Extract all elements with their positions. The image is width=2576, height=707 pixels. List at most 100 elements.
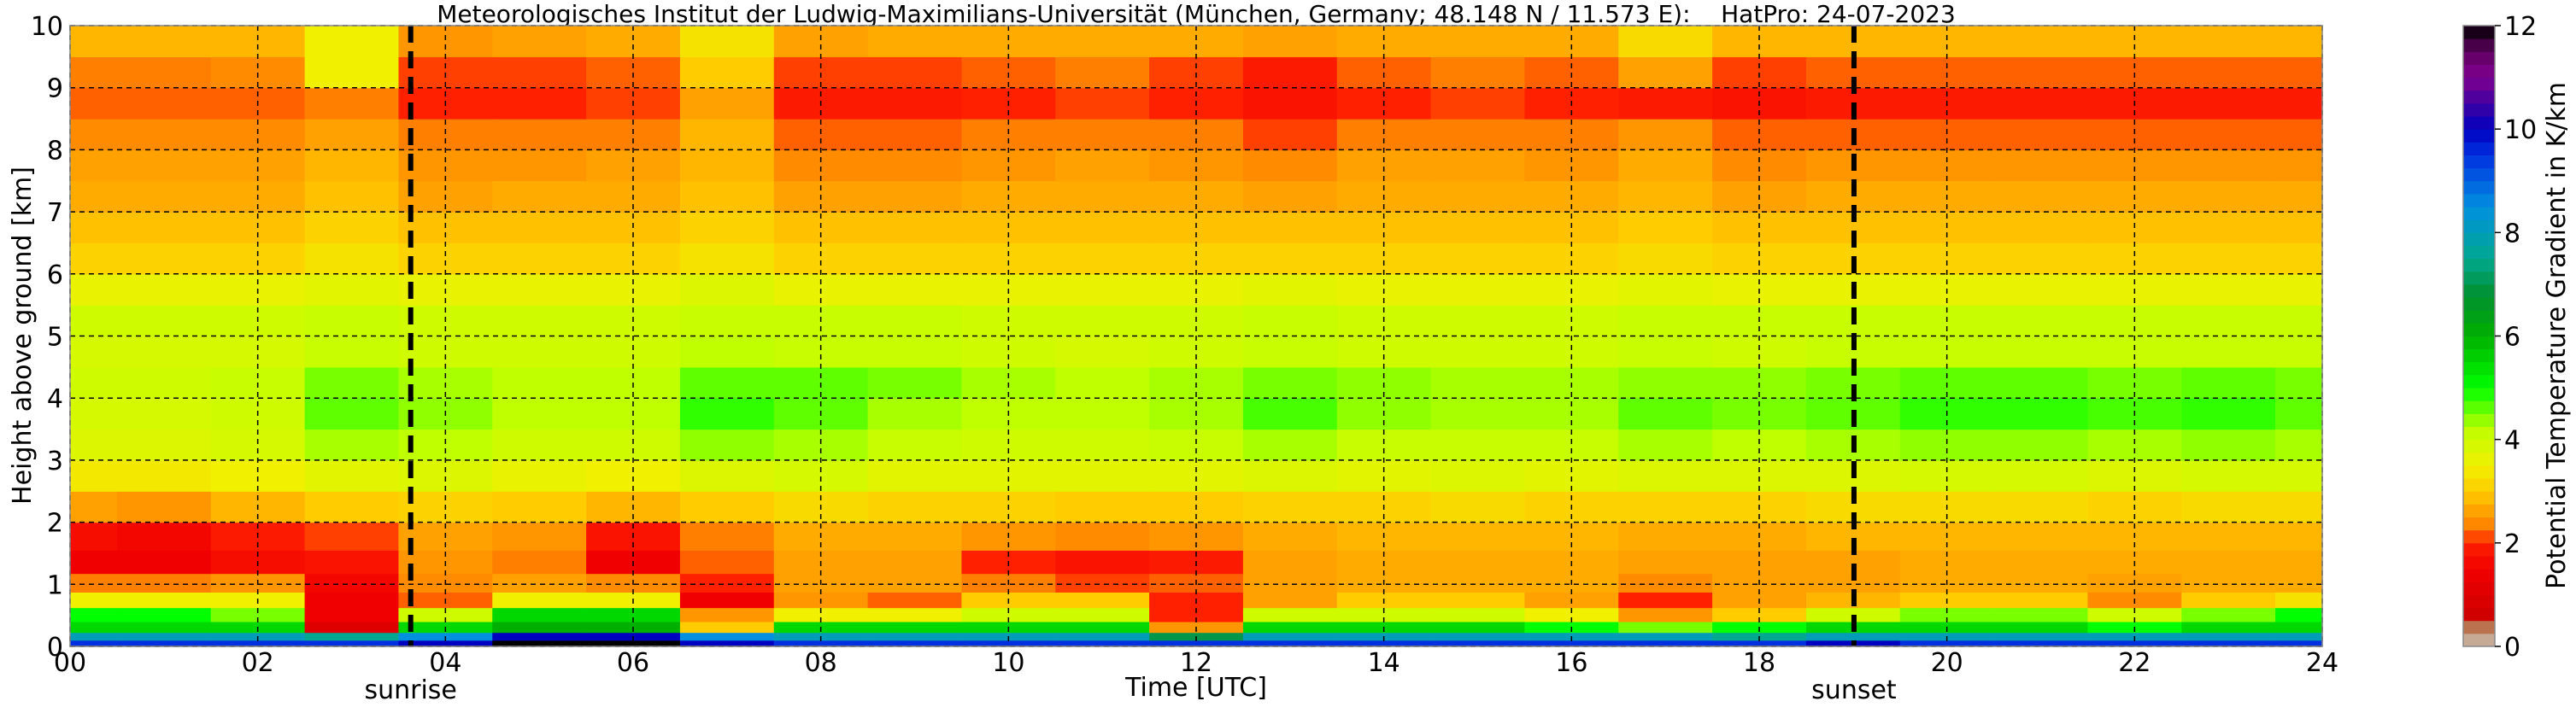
heatmap-cell <box>1336 26 1432 57</box>
heatmap-cell <box>2181 242 2276 275</box>
heatmap-cell <box>1430 366 1526 399</box>
heatmap-cell <box>586 336 681 368</box>
heatmap-cell <box>679 56 775 89</box>
heatmap-cell <box>70 632 118 641</box>
heatmap-cell <box>1618 366 1713 399</box>
heatmap-cell <box>2181 336 2276 368</box>
heatmap-cell <box>1993 640 2089 647</box>
heatmap-cell <box>492 273 587 306</box>
heatmap-cell <box>1055 550 1150 575</box>
heatmap-cell <box>1242 242 1338 275</box>
heatmap-cell <box>2275 459 2323 492</box>
heatmap-cell <box>1055 366 1150 399</box>
colorbar-swatch <box>2463 219 2495 233</box>
colorbar-swatch <box>2463 478 2495 492</box>
heatmap <box>70 26 2323 647</box>
heatmap-cell <box>210 640 306 647</box>
heatmap-cell <box>2181 621 2276 634</box>
heatmap-cell <box>2275 621 2323 634</box>
heatmap-cell <box>70 621 118 634</box>
heatmap-cell <box>1149 607 1244 622</box>
heatmap-cell <box>679 640 775 647</box>
heatmap-cell <box>1993 149 2089 182</box>
heatmap-cell <box>1993 87 2089 120</box>
heatmap-cell <box>492 573 587 593</box>
heatmap-cell <box>210 26 306 57</box>
heatmap-cell <box>2275 550 2323 575</box>
heatmap-cell <box>1430 573 1526 593</box>
heatmap-cell <box>961 336 1056 368</box>
heatmap-cell <box>1993 550 2089 575</box>
heatmap-cell <box>867 336 963 368</box>
heatmap-cell <box>867 491 963 523</box>
heatmap-cell <box>1618 429 1713 461</box>
heatmap-cell <box>1242 632 1338 641</box>
heatmap-cell <box>1993 273 2089 306</box>
heatmap-cell <box>2275 336 2323 368</box>
heatmap-cell <box>1055 592 1150 609</box>
heatmap-cell <box>1242 573 1338 593</box>
heatmap-cell <box>1430 550 1526 575</box>
heatmap-cell <box>867 273 963 306</box>
heatmap-cell <box>116 26 212 57</box>
heatmap-cell <box>2275 429 2323 461</box>
heatmap-cell <box>1993 522 2089 551</box>
colorbar-swatch <box>2463 517 2495 531</box>
heatmap-cell <box>1618 56 1713 89</box>
heatmap-cell <box>1149 26 1244 57</box>
heatmap-cell <box>116 398 212 430</box>
heatmap-cell <box>1055 87 1150 120</box>
heatmap-cell <box>70 429 118 461</box>
heatmap-cell <box>116 242 212 275</box>
heatmap-cell <box>867 26 963 57</box>
heatmap-cell <box>1242 212 1338 244</box>
heatmap-cell <box>2275 522 2323 551</box>
heatmap-cell <box>1242 366 1338 399</box>
heatmap-cell <box>679 26 775 57</box>
heatmap-cell <box>1899 607 1995 622</box>
heatmap-cell <box>304 242 400 275</box>
heatmap-cell <box>1993 632 2089 641</box>
heatmap-cell <box>492 305 587 337</box>
heatmap-cell <box>1993 305 2089 337</box>
heatmap-cell <box>1618 522 1713 551</box>
heatmap-cell <box>1055 119 1150 150</box>
heatmap-cell <box>867 180 963 213</box>
heatmap-cell <box>1242 149 1338 182</box>
heatmap-cell <box>2275 607 2323 622</box>
heatmap-cell <box>867 429 963 461</box>
heatmap-cell <box>492 632 587 641</box>
heatmap-cell <box>304 180 400 213</box>
heatmap-cell <box>2275 632 2323 641</box>
heatmap-cell <box>1055 429 1150 461</box>
heatmap-cell <box>70 119 118 150</box>
colorbar-swatch <box>2463 51 2495 65</box>
heatmap-cell <box>1993 621 2089 634</box>
x-tick-label: 04 <box>429 648 461 678</box>
x-tick-label: 06 <box>617 648 649 678</box>
heatmap-cell <box>679 398 775 430</box>
heatmap-cell <box>1993 429 2089 461</box>
heatmap-cell <box>2087 640 2182 647</box>
heatmap-cell <box>2181 305 2276 337</box>
heatmap-cell <box>492 26 587 57</box>
heatmap-cell <box>304 398 400 430</box>
heatmap-cell <box>2181 180 2276 213</box>
heatmap-cell <box>773 640 869 647</box>
heatmap-cell <box>679 119 775 150</box>
heatmap-cell <box>304 592 400 609</box>
colorbar <box>2463 26 2495 647</box>
heatmap-cell <box>2275 180 2323 213</box>
heatmap-cell <box>1899 336 1995 368</box>
heatmap-cell <box>116 366 212 399</box>
heatmap-cell <box>492 640 587 647</box>
heatmap-cell <box>1430 212 1526 244</box>
heatmap-cell <box>1430 459 1526 492</box>
heatmap-cell <box>492 607 587 622</box>
heatmap-cell <box>492 336 587 368</box>
heatmap-cell <box>1055 26 1150 57</box>
colorbar-swatch <box>2463 426 2495 441</box>
heatmap-cell <box>679 180 775 213</box>
heatmap-cell <box>1430 87 1526 120</box>
heatmap-cell <box>1993 398 2089 430</box>
